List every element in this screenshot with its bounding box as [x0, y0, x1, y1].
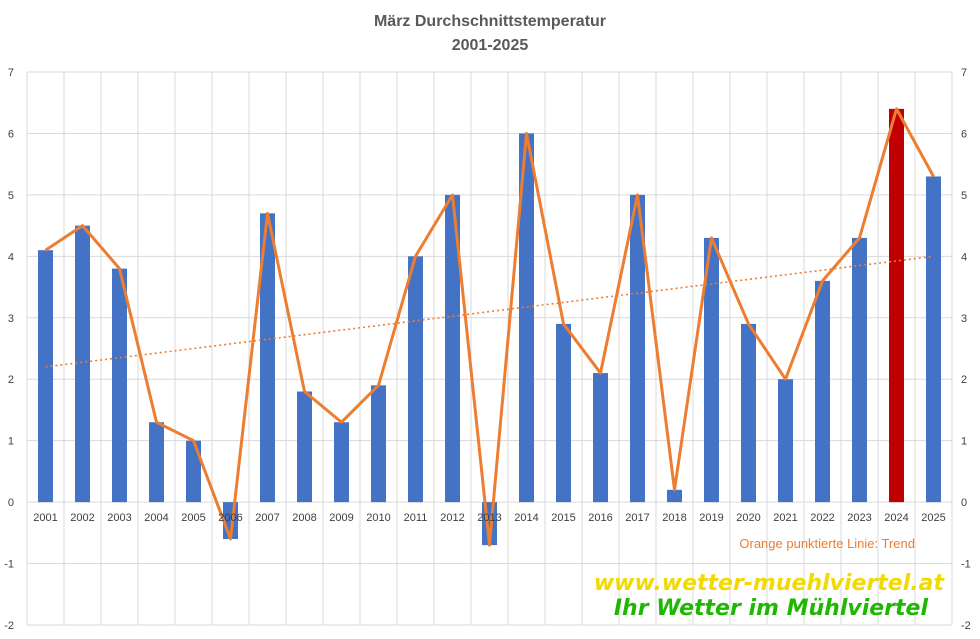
- y-tick-label-left: 1: [8, 436, 14, 448]
- bar: [297, 391, 312, 503]
- x-tick-label: 2009: [329, 512, 353, 524]
- y-tick-label-left: 3: [8, 313, 14, 325]
- trend-layer: [45, 255, 934, 368]
- trend-line: [45, 255, 934, 368]
- watermark-url: www.wetter-muehlviertel.at: [594, 571, 946, 596]
- x-tick-label: 2025: [921, 512, 945, 524]
- bar-layer: [38, 108, 941, 546]
- bar: [815, 280, 830, 503]
- x-tick-label: 2018: [662, 512, 686, 524]
- x-tick-label: 2002: [70, 512, 94, 524]
- x-tick-label: 2003: [107, 512, 131, 524]
- bar: [75, 225, 90, 503]
- y-tick-label-right: 1: [961, 436, 967, 448]
- x-tick-label: 2011: [404, 512, 428, 524]
- y-tick-label-left: 2: [8, 374, 14, 386]
- chart-subtitle: 2001-2025: [452, 37, 529, 54]
- x-tick-label: 2024: [884, 512, 908, 524]
- y-tick-label-left: 7: [8, 67, 14, 79]
- x-tick-label: 2007: [255, 512, 279, 524]
- bar: [778, 379, 793, 503]
- bar: [149, 422, 164, 503]
- x-tick-label: 2004: [144, 512, 168, 524]
- y-tick-label-right: 6: [961, 128, 967, 140]
- x-tick-label: 2012: [440, 512, 464, 524]
- x-tick-label: 2020: [736, 512, 760, 524]
- bar: [371, 385, 386, 503]
- y-tick-label-right: 7: [961, 67, 967, 79]
- y-tick-label-right: 4: [961, 251, 967, 263]
- bar: [852, 237, 867, 503]
- x-tick-label: 2023: [847, 512, 871, 524]
- y-tick-label-right: 5: [961, 190, 967, 202]
- bar: [630, 194, 645, 503]
- y-tick-label-left: 5: [8, 190, 14, 202]
- x-tick-label: 2005: [181, 512, 205, 524]
- y-tick-label-right: 3: [961, 313, 967, 325]
- x-tick-label: 2021: [773, 512, 797, 524]
- x-tick-label: 2001: [33, 512, 57, 524]
- bar: [334, 422, 349, 503]
- x-tick-label: 2006: [218, 512, 242, 524]
- x-tick-label: 2015: [551, 512, 575, 524]
- x-tick-label: 2017: [625, 512, 649, 524]
- watermark-slogan: Ihr Wetter im Mühlviertel: [614, 596, 929, 621]
- bar: [889, 108, 904, 503]
- bar: [593, 373, 608, 503]
- y-tick-label-left: 4: [8, 251, 14, 263]
- y-tick-label-right: -2: [961, 620, 971, 632]
- bar: [556, 323, 571, 503]
- y-tick-label-left: -2: [4, 620, 14, 632]
- x-tick-label: 2019: [699, 512, 723, 524]
- y-tick-label-left: 0: [8, 497, 14, 509]
- label-layer: -2 -2 -1 -1 0 0 1 1 2 2 3 3 4 4 5 5 6 6 7 7 2001 2002 2003 2004…: [4, 67, 971, 632]
- x-tick-label: 2022: [810, 512, 834, 524]
- bar: [260, 213, 275, 503]
- bar: [408, 256, 423, 503]
- bar: [667, 489, 682, 503]
- bar: [741, 323, 756, 503]
- bar: [38, 250, 53, 503]
- bar: [112, 268, 127, 503]
- x-tick-label: 2014: [514, 512, 538, 524]
- x-tick-label: 2010: [366, 512, 390, 524]
- y-tick-label-right: 0: [961, 497, 967, 509]
- x-tick-label: 2016: [588, 512, 612, 524]
- bar: [445, 194, 460, 503]
- x-tick-label: 2008: [292, 512, 316, 524]
- y-tick-label-right: -1: [961, 559, 971, 571]
- y-tick-label-right: 2: [961, 374, 967, 386]
- bar: [519, 133, 534, 503]
- series-line: [44, 107, 935, 547]
- y-tick-label-left: -1: [4, 559, 14, 571]
- y-tick-label-left: 6: [8, 128, 14, 140]
- line-layer: [44, 107, 935, 547]
- bar: [704, 237, 719, 503]
- chart-title: März Durchschnittstemperatur: [374, 13, 606, 30]
- bar: [186, 440, 201, 503]
- x-tick-label: 2013: [477, 512, 501, 524]
- trend-note: Orange punktierte Linie: Trend: [739, 536, 915, 551]
- bar: [926, 176, 941, 503]
